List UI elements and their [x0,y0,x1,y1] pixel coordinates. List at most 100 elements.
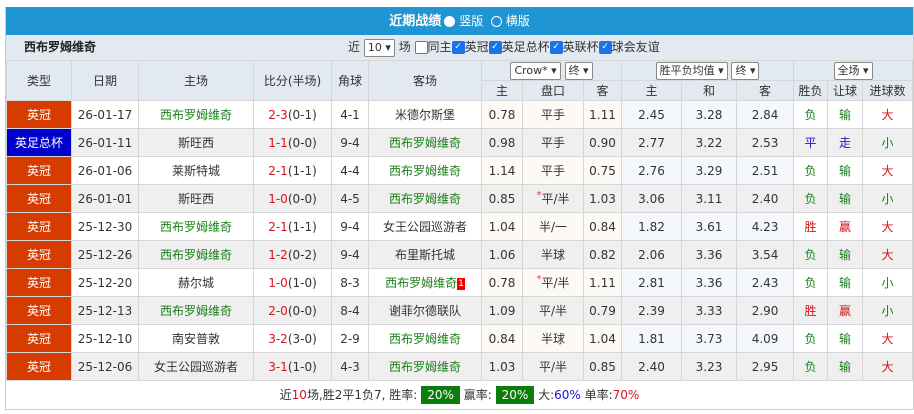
score-cell[interactable]: 1-0(1-0) [253,268,332,297]
full-score: 1-0 [268,275,288,290]
league-checkbox[interactable]: ✓ [549,41,563,54]
handicap-line: 平手 [522,156,584,185]
recent-record-panel: 近期战绩 竖版 横版 西布罗姆维奇 近 10 ▾ 场 同主 ✓ 英冠 ✓ 英足总杯 ✓ 英联杯… [5,7,914,410]
full-score: 1-1 [268,135,288,150]
match-count-value: 10 [367,40,382,54]
company-stage-select[interactable]: 终 ▾ [564,61,593,80]
summary-footer: 近10场,胜2平1负7, 胜率: 20% 赢率: 20% 大:60% 单率:70… [6,381,913,410]
score-cell[interactable]: 1-1(0-0) [253,128,332,157]
radio-horizontal[interactable] [490,16,502,27]
match-count-select[interactable]: 10 ▾ [363,38,395,57]
result-wl: 负 [793,156,829,185]
league-cell[interactable]: 英冠 [6,100,72,129]
score-cell[interactable]: 1-2(0-2) [253,240,332,269]
home-team[interactable]: 西布罗姆维奇 [138,296,254,325]
league-cell[interactable]: 英冠 [6,324,72,353]
away-team-cell[interactable]: 米德尔斯堡 [368,100,482,129]
league-cell[interactable]: 英冠 [6,296,72,325]
half-score: (0-1) [287,107,317,122]
home-team[interactable]: 西布罗姆维奇 [138,240,254,269]
away-team-cell[interactable]: 西布罗姆维奇 [368,184,482,213]
option-vertical[interactable]: 竖版 [459,14,484,28]
panel-title: 近期战绩 [389,14,442,29]
result-goals: 大 [862,156,913,185]
header-corner: 角球 [331,60,369,101]
home-team[interactable]: 西布罗姆维奇 [138,212,254,241]
league-checkbox[interactable]: ✓ [451,41,465,54]
corner-cell: 2-9 [331,324,369,353]
away-team-cell[interactable]: 西布罗姆维奇1 [368,268,482,297]
home-team[interactable]: 斯旺西 [138,128,254,157]
league-cell[interactable]: 英冠 [6,212,72,241]
league-cell[interactable]: 英冠 [6,156,72,185]
odds-home: 0.98 [481,128,523,157]
result-goals: 大 [862,100,913,129]
result-hcp: 输 [827,352,864,381]
result-hcp: 输 [827,156,864,185]
home-team[interactable]: 赫尔城 [138,268,254,297]
team-name: 西布罗姆维奇 [24,40,97,54]
odds-away: 0.90 [582,128,623,157]
score-cell[interactable]: 3-1(1-0) [253,352,332,381]
away-team-cell[interactable]: 西布罗姆维奇 [368,324,482,353]
period-header: 全场 ▾ [793,60,913,81]
option-horizontal[interactable]: 横版 [505,14,530,28]
match-row: 英冠 26-01-06 莱斯特城 2-1(1-1) 4-4 西布罗姆维奇 1.14 平手 0.7… [6,156,913,185]
league-cell[interactable]: 英冠 [6,352,72,381]
league-cell[interactable]: 英冠 [6,184,72,213]
score-cell[interactable]: 2-1(1-1) [253,212,332,241]
header-h: 主 [481,80,523,101]
radio-vertical[interactable] [444,16,456,27]
match-row: 英冠 25-12-26 西布罗姆维奇 1-2(0-2) 9-4 布里斯托城 1.06 半球 0.… [6,240,913,269]
full-score: 3-1 [268,359,288,374]
away-team-cell[interactable]: 西布罗姆维奇 [368,156,482,185]
score-cell[interactable]: 2-0(0-0) [253,296,332,325]
league-cell[interactable]: 英冠 [6,268,72,297]
header-date: 日期 [71,60,139,101]
score-cell[interactable]: 2-1(1-1) [253,156,332,185]
header-a: 客 [582,80,623,101]
same-home-checkbox[interactable] [414,41,428,54]
results-table: 类型 日期 主场 比分(半场) 角球 客场 Crow* ▾ 终 ▾ 胜平负均值 … [6,60,913,381]
summary-text: 近 [279,388,292,402]
league-checkbox[interactable]: ✓ [488,41,502,54]
avg-select[interactable]: 胜平负均值 ▾ [655,61,728,80]
avg-loss: 2.90 [736,296,795,325]
header-a2: 客 [736,80,795,101]
score-cell[interactable]: 3-2(3-0) [253,324,332,353]
away-team-cell[interactable]: 布里斯托城 [368,240,482,269]
away-team-cell[interactable]: 西布罗姆维奇 [368,352,482,381]
date-cell: 25-12-10 [71,324,139,353]
header-wl: 胜负 [793,80,829,101]
home-team[interactable]: 斯旺西 [138,184,254,213]
full-score: 2-1 [268,163,288,178]
odds-away: 0.82 [582,240,623,269]
league-cell[interactable]: 英足总杯 [6,128,72,157]
home-team[interactable]: 西布罗姆维奇 [138,100,254,129]
odds-away: 0.85 [582,352,623,381]
summary-text: 单率: [584,388,613,402]
away-team: 女王公园巡游者 [382,220,467,234]
result-goals: 大 [862,352,913,381]
home-team[interactable]: 南安普敦 [138,324,254,353]
score-cell[interactable]: 2-3(0-1) [253,100,332,129]
score-cell[interactable]: 1-0(0-0) [253,184,332,213]
home-team[interactable]: 女王公园巡游者 [138,352,254,381]
half-score: (0-0) [287,191,317,206]
avg-loss: 2.84 [736,100,795,129]
half-score: (1-1) [287,163,317,178]
full-score: 2-1 [268,219,288,234]
league-cell[interactable]: 英冠 [6,240,72,269]
period-select[interactable]: 全场 ▾ [833,61,873,80]
home-team[interactable]: 莱斯特城 [138,156,254,185]
avg-stage-select[interactable]: 终 ▾ [731,61,760,80]
away-team-cell[interactable]: 谢菲尔德联队 [368,296,482,325]
away-team-cell[interactable]: 西布罗姆维奇 [368,128,482,157]
league-checkbox[interactable]: ✓ [598,41,612,54]
result-hcp: 输 [827,100,864,129]
league-label: 球会友谊 [611,40,660,54]
away-team-cell[interactable]: 女王公园巡游者 [368,212,482,241]
result-hcp: 走 [827,128,864,157]
company-select[interactable]: Crow* ▾ [510,61,561,80]
match-row: 英冠 25-12-13 西布罗姆维奇 2-0(0-0) 8-4 谢菲尔德联队 1.09 平/半… [6,296,913,325]
